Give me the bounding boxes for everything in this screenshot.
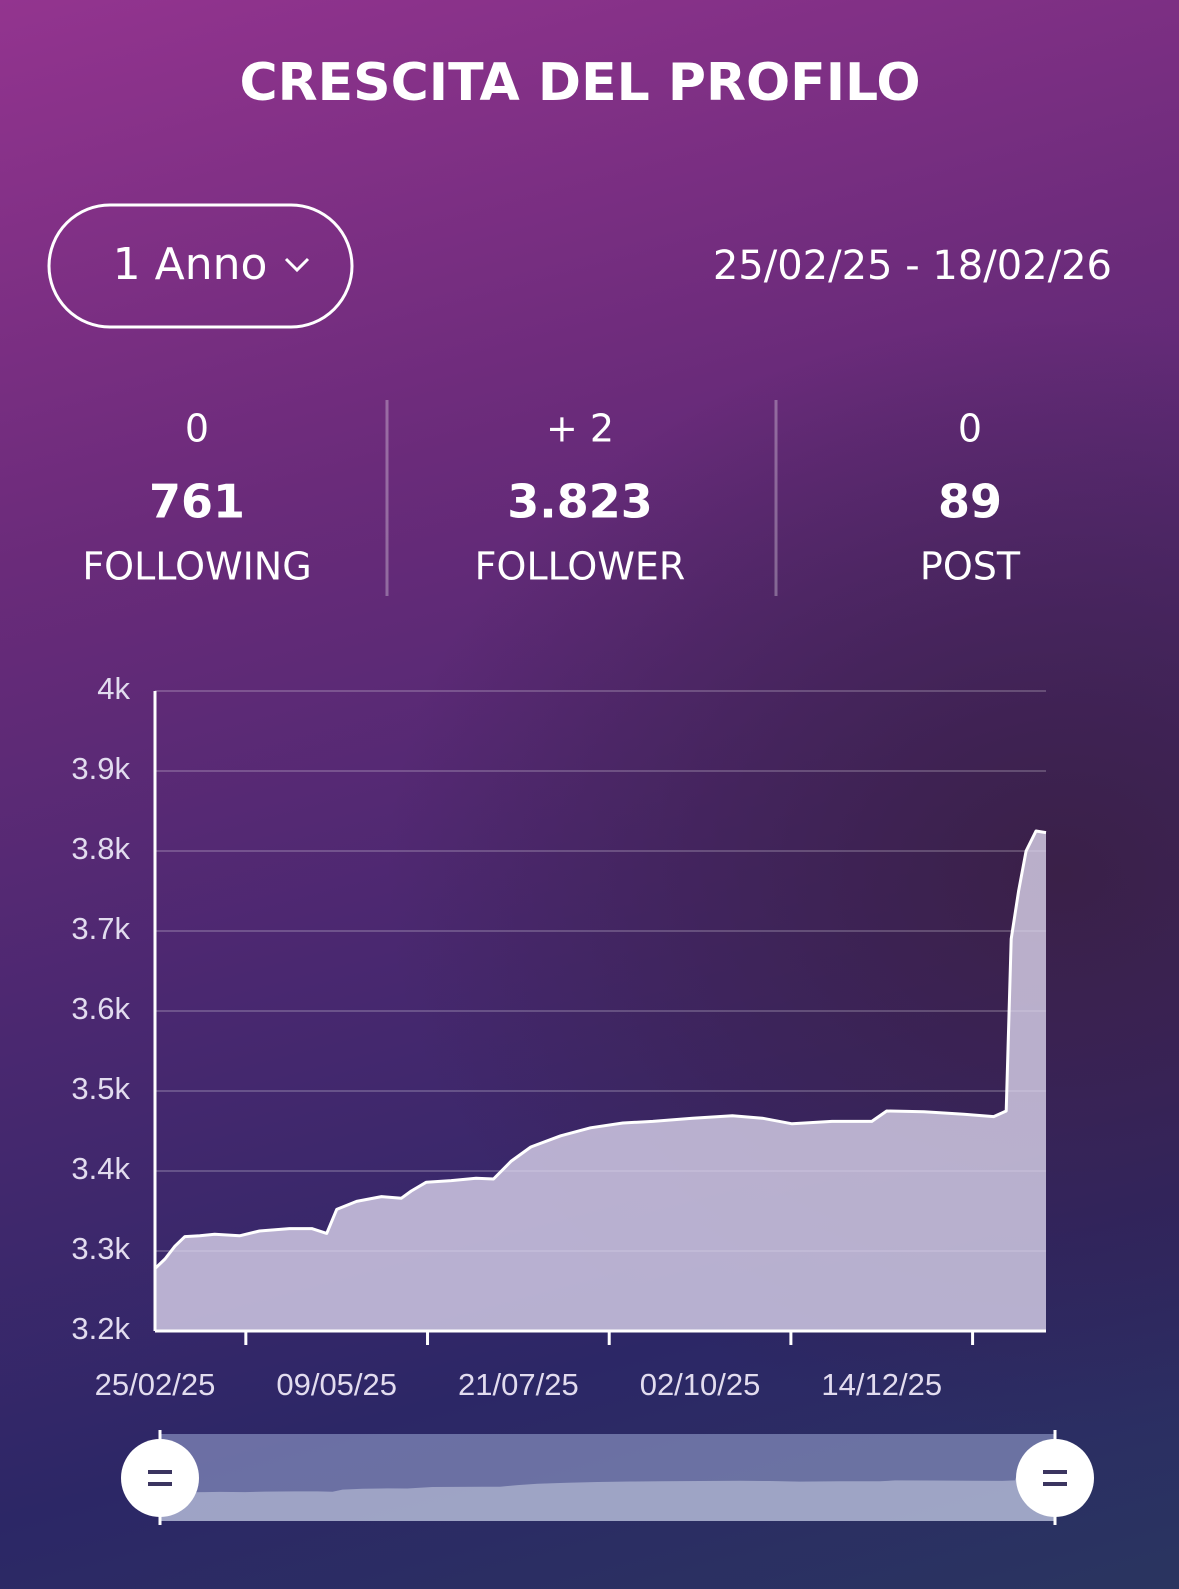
y-tick-label: 3.5k [71, 1071, 130, 1106]
y-tick-label: 3.7k [71, 911, 130, 946]
x-tick-label: 14/12/25 [821, 1367, 942, 1402]
y-tick-label: 3.6k [71, 991, 130, 1026]
stat-value: 89 [938, 475, 1002, 529]
handle-knob [121, 1439, 199, 1517]
page-title: CRESCITA DEL PROFILO [239, 53, 920, 113]
x-tick-label: 21/07/25 [458, 1367, 579, 1402]
area-fill [155, 831, 1046, 1331]
stat-label: POST [920, 545, 1021, 589]
stat-label: FOLLOWER [475, 545, 686, 589]
date-range: 25/02/25 - 18/02/26 [713, 243, 1112, 289]
navigator[interactable] [121, 1430, 1094, 1525]
x-tick-label: 02/10/25 [640, 1367, 761, 1402]
stat-value: 3.823 [507, 475, 653, 529]
y-tick-label: 3.4k [71, 1151, 130, 1186]
stat-label: FOLLOWING [82, 545, 311, 589]
area-line [153, 829, 1047, 1270]
y-tick-label: 3.9k [71, 751, 130, 786]
chevron[interactable] [284, 257, 310, 273]
stat-delta: 0 [958, 407, 982, 451]
navigator-handle[interactable] [121, 1430, 199, 1525]
stat-delta: 0 [185, 407, 209, 451]
y-tick-label: 4k [97, 671, 130, 706]
handle-knob [1016, 1439, 1094, 1517]
x-tick-label: 09/05/25 [276, 1367, 397, 1402]
period-selector[interactable]: 1 Anno [47, 203, 354, 329]
chart: 3.2k 3.3k 3.4k 3.5k 3.6k 3.7k 3.8k 3.9k 4k 25/02/… [71, 671, 1047, 1402]
y-tick-label: 3.2k [71, 1311, 130, 1346]
period-label[interactable]: 1 Anno [113, 239, 268, 290]
x-tick-label: 25/02/25 [95, 1367, 216, 1402]
area-fill [160, 1454, 1055, 1521]
navigator-handle[interactable] [1016, 1430, 1094, 1525]
y-tick-label: 3.8k [71, 831, 130, 866]
stat-value: 761 [149, 475, 245, 529]
stat-delta: + 2 [546, 407, 614, 451]
y-tick-label: 3.3k [71, 1231, 130, 1266]
pill-border[interactable] [47, 203, 354, 329]
